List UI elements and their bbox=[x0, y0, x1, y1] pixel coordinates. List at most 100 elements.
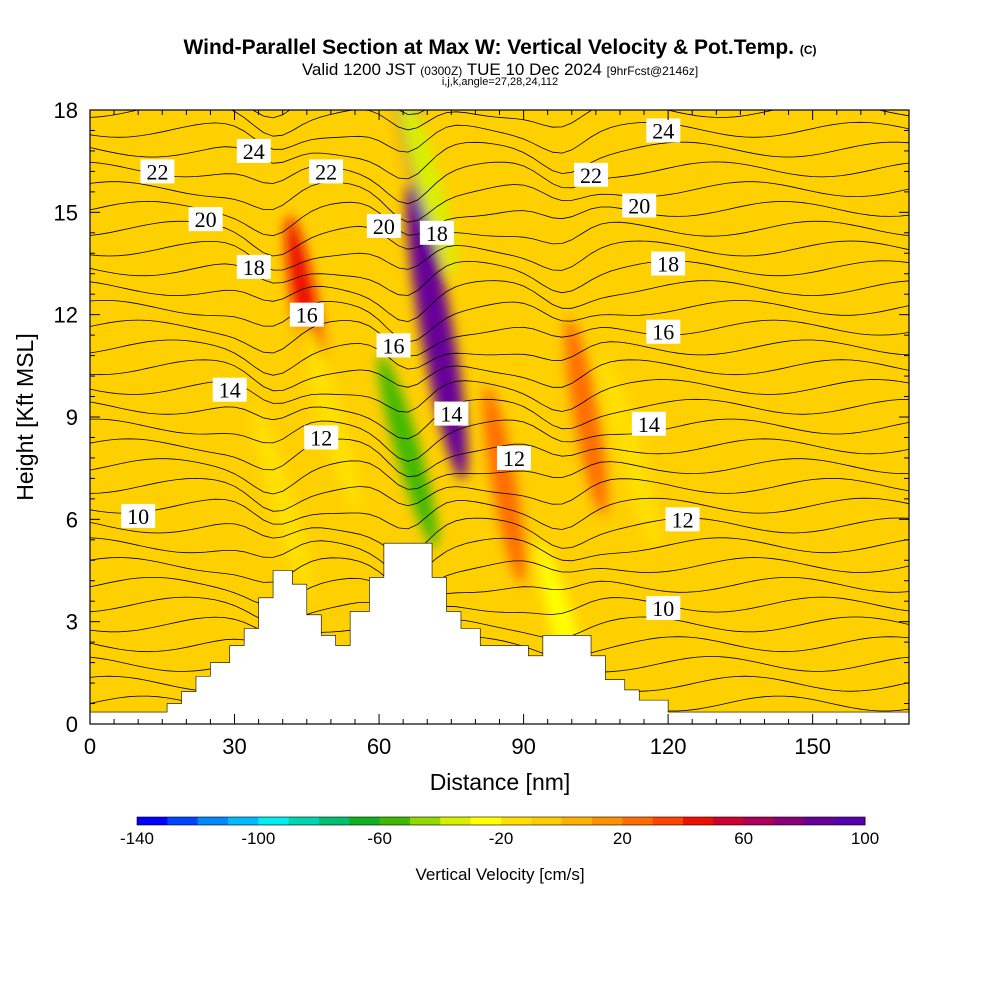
theta-contour-line bbox=[90, 200, 909, 237]
contour-label-12: 12 bbox=[672, 507, 694, 532]
contour-label-22: 22 bbox=[315, 159, 337, 184]
colorbar-swatch bbox=[197, 817, 229, 825]
colorbar-title: Vertical Velocity [cm/s] bbox=[415, 865, 584, 884]
terrain-profile bbox=[90, 542, 909, 724]
colorbar-swatch bbox=[592, 817, 623, 825]
contour-label-box bbox=[574, 162, 609, 187]
contour-label-box bbox=[289, 302, 324, 327]
colorbar-swatch bbox=[288, 817, 320, 825]
contour-label-box bbox=[212, 377, 247, 402]
colorbar-swatch bbox=[531, 817, 563, 825]
theta-contour-line bbox=[90, 497, 909, 530]
theta-contour-line bbox=[90, 280, 909, 323]
chart-subtitle: Valid 1200 JST (0300Z) TUE 10 Dec 2024 [… bbox=[301, 60, 699, 79]
theta-contour-line bbox=[90, 181, 909, 223]
velocity-feature-6 bbox=[252, 406, 313, 599]
x-tick-label: 120 bbox=[650, 734, 687, 759]
y-axis-title: Height [Kft MSL] bbox=[12, 333, 38, 500]
contour-label-box bbox=[631, 411, 666, 436]
contour-label-22: 22 bbox=[146, 159, 168, 184]
contour-label-box bbox=[434, 401, 469, 426]
contour-label-14: 14 bbox=[219, 378, 241, 403]
contour-label-box bbox=[419, 220, 454, 245]
contour-label-box bbox=[376, 333, 411, 358]
theta-contour-line bbox=[90, 577, 909, 607]
contour-label-14: 14 bbox=[638, 412, 660, 437]
y-tick-label: 3 bbox=[66, 610, 78, 635]
theta-contour-line bbox=[90, 616, 909, 640]
colorbar-swatch bbox=[410, 817, 441, 825]
colorbar-swatch bbox=[258, 817, 290, 825]
velocity-feature-7 bbox=[483, 386, 526, 584]
contour-labels: 22 24 22 20 20 18 24 22 20 18 18 16 16 16 14 14 14 12 12 12… bbox=[121, 118, 700, 621]
chart-title: Wind-Parallel Section at Max W: Vertical… bbox=[183, 36, 817, 59]
theta-contour-line bbox=[90, 517, 909, 556]
contour-label-20: 20 bbox=[373, 214, 395, 239]
colorbar-swatch bbox=[137, 817, 168, 825]
colorbar-swatch bbox=[834, 817, 866, 825]
contour-label-16: 16 bbox=[296, 303, 318, 328]
colorbar-swatch bbox=[167, 817, 199, 825]
colorbar-swatch bbox=[774, 817, 805, 825]
contour-label-box bbox=[646, 118, 681, 143]
colorbar-swatch bbox=[622, 817, 654, 825]
contour-label-10: 10 bbox=[652, 596, 674, 621]
colorbar-swatch bbox=[319, 817, 350, 825]
contour-label-box bbox=[665, 507, 700, 532]
colorbar-swatch bbox=[683, 817, 714, 825]
velocity-feature-8 bbox=[565, 318, 608, 516]
contour-label-24: 24 bbox=[652, 118, 674, 143]
contour-label-box bbox=[651, 251, 686, 276]
contour-label-14: 14 bbox=[440, 402, 462, 427]
colorbar-swatch bbox=[561, 817, 593, 825]
colorbar-swatch bbox=[228, 817, 259, 825]
contour-label-16: 16 bbox=[383, 333, 405, 358]
colorbar-swatch bbox=[470, 817, 502, 825]
theta-contour-line bbox=[90, 260, 909, 296]
theta-contour-line bbox=[90, 220, 909, 257]
contour-label-10: 10 bbox=[127, 504, 149, 529]
theta-contour-line bbox=[90, 141, 909, 180]
colorbar-label: -20 bbox=[489, 829, 514, 848]
colorbar-swatch bbox=[804, 817, 836, 825]
theta-contour-line bbox=[90, 537, 909, 577]
theta-contour-line bbox=[90, 121, 909, 154]
contour-label-box bbox=[309, 159, 344, 184]
theta-contour-line bbox=[90, 636, 909, 659]
y-tick-label: 0 bbox=[66, 712, 78, 737]
contour-label-box bbox=[496, 445, 531, 470]
colorbar-label: 100 bbox=[851, 829, 879, 848]
colorbar-swatch bbox=[440, 817, 472, 825]
colorbar-label: -100 bbox=[241, 829, 275, 848]
velocity-feature-5 bbox=[301, 320, 361, 514]
theta-contour-line bbox=[90, 359, 909, 392]
contour-label-20: 20 bbox=[628, 194, 650, 219]
x-tick-label: 150 bbox=[794, 734, 831, 759]
terrain bbox=[90, 542, 909, 724]
theta-contour-line bbox=[90, 596, 909, 624]
y-tick-label: 6 bbox=[66, 507, 78, 532]
x-axis-title: Distance [nm] bbox=[430, 769, 571, 795]
contour-label-12: 12 bbox=[503, 446, 525, 471]
contour-label-box bbox=[646, 596, 681, 621]
colorbar-frame bbox=[136, 816, 866, 826]
theta-contour-line bbox=[90, 398, 909, 440]
colorbar: -140 -100 -60 -20 20 60 100 bbox=[120, 816, 879, 848]
contour-label-box bbox=[188, 207, 223, 232]
section-indices: i,j,k,angle=27,28,24,112 bbox=[441, 76, 559, 88]
x-tick-label: 60 bbox=[367, 734, 391, 759]
contour-label-20: 20 bbox=[195, 207, 217, 232]
theta-contour-line bbox=[90, 319, 909, 357]
theta-contours bbox=[90, 110, 909, 713]
contour-label-box bbox=[646, 319, 681, 344]
contour-label-box bbox=[622, 193, 657, 218]
theta-contour-line bbox=[90, 240, 909, 271]
x-tick-label: 90 bbox=[511, 734, 535, 759]
theta-contour-line bbox=[90, 418, 909, 462]
theta-contour-line bbox=[90, 477, 909, 512]
y-tick-label: 12 bbox=[54, 303, 78, 328]
forecast-info: [9hrFcst@2146z] bbox=[606, 64, 699, 78]
colorbar-label: -60 bbox=[367, 829, 392, 848]
utc-time: (0300Z) bbox=[420, 64, 463, 78]
